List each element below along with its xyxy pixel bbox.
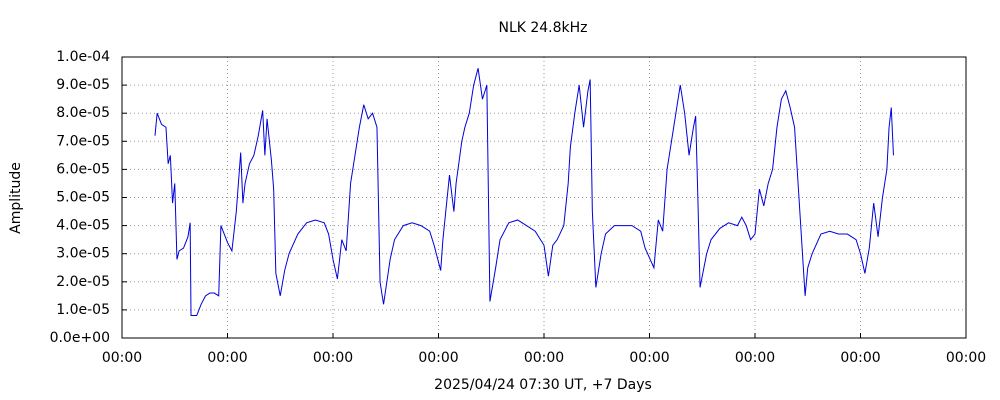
x-tick-label: 00:00 xyxy=(418,350,458,366)
y-tick-label: 0.0e+00 xyxy=(50,330,110,346)
x-tick-label: 00:00 xyxy=(629,350,669,366)
x-tick-label: 00:00 xyxy=(207,350,247,366)
x-tick-label: 00:00 xyxy=(102,350,142,366)
x-tick-label: 00:00 xyxy=(524,350,564,366)
y-tick-label: 4.0e-05 xyxy=(56,218,110,234)
y-tick-label: 8.0e-05 xyxy=(56,105,110,121)
x-tick-label: 00:00 xyxy=(313,350,353,366)
x-tick-label: 00:00 xyxy=(946,350,986,366)
plot-frame xyxy=(121,56,967,339)
x-axis-label: 2025/04/24 07:30 UT, +7 Days xyxy=(434,377,652,393)
data-line xyxy=(154,68,894,317)
x-tick-label: 00:00 xyxy=(840,350,880,366)
y-tick-label: 2.0e-05 xyxy=(56,274,110,290)
y-tick-label: 9.0e-05 xyxy=(56,77,110,93)
y-tick-label: 1.0e-04 xyxy=(56,49,110,65)
chart-title: NLK 24.8kHz xyxy=(498,20,587,36)
y-tick-label: 1.0e-05 xyxy=(56,302,110,318)
y-tick-label: 3.0e-05 xyxy=(56,246,110,262)
x-tick-label: 00:00 xyxy=(735,350,775,366)
y-tick-label: 7.0e-05 xyxy=(56,133,110,149)
y-tick-label: 5.0e-05 xyxy=(56,190,110,206)
y-axis-label: Amplitude xyxy=(8,162,24,234)
y-tick-label: 6.0e-05 xyxy=(56,161,110,177)
